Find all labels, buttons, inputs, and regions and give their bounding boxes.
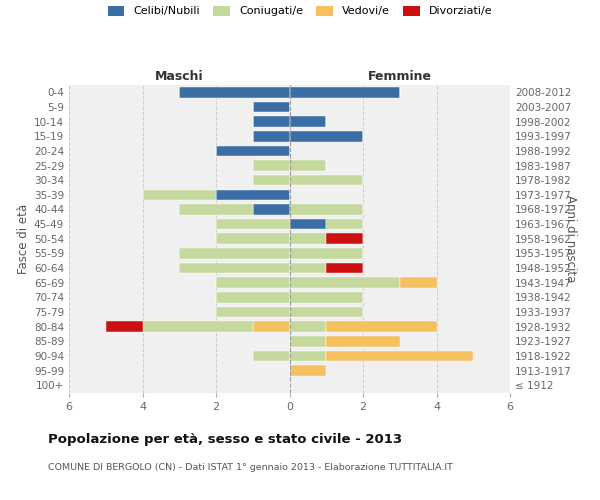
Bar (253, 160, 290, 171)
Bar (290, 131, 363, 141)
Y-axis label: Anni di nascita: Anni di nascita (564, 195, 577, 282)
Bar (106, 322, 143, 332)
Bar (326, 336, 400, 346)
Bar (400, 278, 437, 288)
Bar (253, 322, 290, 332)
Bar (253, 102, 290, 112)
Bar (290, 219, 326, 230)
Bar (216, 190, 290, 200)
Bar (253, 350, 290, 361)
Bar (290, 175, 363, 186)
Bar (290, 336, 326, 346)
Text: COMUNE DI BERGOLO (CN) - Dati ISTAT 1° gennaio 2013 - Elaborazione TUTTITALIA.IT: COMUNE DI BERGOLO (CN) - Dati ISTAT 1° g… (48, 462, 453, 471)
Text: Maschi: Maschi (155, 70, 203, 82)
Bar (290, 306, 363, 317)
Bar (216, 234, 290, 244)
Bar (253, 175, 290, 186)
Y-axis label: Fasce di età: Fasce di età (17, 204, 30, 274)
Bar (290, 292, 363, 302)
Bar (143, 322, 253, 332)
Bar (216, 292, 290, 302)
Bar (326, 234, 363, 244)
Bar (143, 190, 216, 200)
Bar (290, 234, 326, 244)
Bar (290, 160, 326, 171)
Bar (290, 87, 400, 98)
Bar (216, 306, 290, 317)
Text: Femmine: Femmine (368, 70, 432, 82)
Bar (216, 146, 290, 156)
Bar (326, 350, 473, 361)
Bar (326, 263, 363, 274)
Legend: Celibi/Nubili, Coniugati/e, Vedovi/e, Divorziati/e: Celibi/Nubili, Coniugati/e, Vedovi/e, Di… (108, 6, 492, 16)
Bar (290, 116, 326, 127)
Bar (290, 322, 326, 332)
Bar (326, 322, 437, 332)
Bar (290, 366, 326, 376)
Bar (290, 204, 363, 214)
Bar (179, 87, 290, 98)
Bar (290, 350, 326, 361)
Bar (216, 278, 290, 288)
Bar (179, 263, 290, 274)
Bar (290, 248, 363, 258)
Bar (179, 204, 253, 214)
Bar (290, 278, 400, 288)
Text: Popolazione per età, sesso e stato civile - 2013: Popolazione per età, sesso e stato civil… (48, 432, 402, 446)
Bar (326, 219, 363, 230)
Bar (179, 248, 290, 258)
Bar (253, 131, 290, 141)
Bar (216, 219, 290, 230)
Bar (253, 204, 290, 214)
Bar (290, 263, 326, 274)
Bar (253, 116, 290, 127)
